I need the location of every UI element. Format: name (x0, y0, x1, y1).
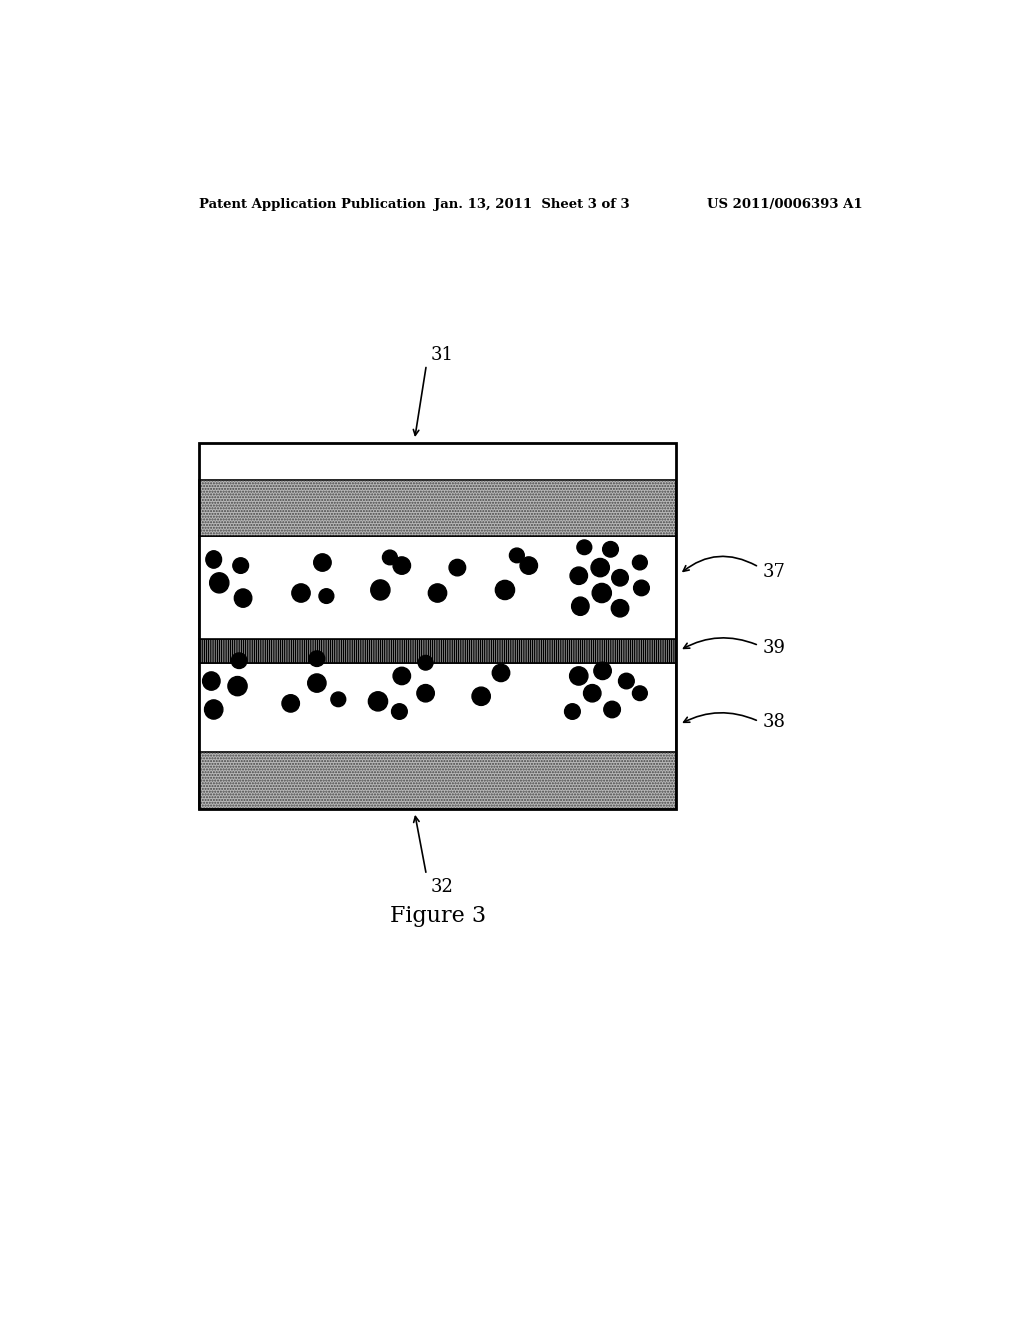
Bar (200, 444, 676, 809)
Text: 39: 39 (763, 639, 785, 656)
Ellipse shape (282, 694, 299, 711)
Text: 38: 38 (763, 713, 785, 731)
Ellipse shape (383, 550, 397, 565)
Ellipse shape (313, 554, 331, 572)
Text: 31: 31 (430, 346, 454, 364)
Text: Patent Application Publication: Patent Application Publication (200, 198, 426, 211)
Ellipse shape (206, 550, 221, 568)
Ellipse shape (611, 599, 629, 616)
Ellipse shape (493, 664, 510, 681)
Ellipse shape (594, 663, 611, 680)
Ellipse shape (633, 686, 647, 701)
Ellipse shape (591, 558, 609, 577)
Text: US 2011/0006393 A1: US 2011/0006393 A1 (708, 198, 863, 211)
Ellipse shape (510, 548, 524, 562)
Ellipse shape (331, 692, 346, 706)
Ellipse shape (604, 701, 621, 718)
Ellipse shape (371, 579, 390, 601)
Ellipse shape (611, 569, 629, 586)
Bar (200, 536, 676, 639)
Bar (200, 639, 676, 663)
Ellipse shape (450, 560, 466, 576)
Bar (200, 752, 676, 809)
Ellipse shape (633, 556, 647, 570)
Ellipse shape (472, 688, 490, 705)
Text: 32: 32 (430, 878, 454, 896)
Ellipse shape (231, 653, 247, 668)
Ellipse shape (205, 700, 223, 719)
Ellipse shape (577, 540, 592, 554)
Ellipse shape (234, 589, 252, 607)
Ellipse shape (634, 581, 649, 595)
Ellipse shape (309, 651, 325, 667)
Bar (200, 663, 676, 752)
Ellipse shape (569, 667, 588, 685)
Ellipse shape (203, 672, 220, 690)
Ellipse shape (564, 704, 581, 719)
Ellipse shape (520, 557, 538, 574)
Ellipse shape (496, 581, 515, 599)
Ellipse shape (603, 541, 618, 557)
Bar (200, 752, 676, 809)
Ellipse shape (571, 597, 589, 615)
Ellipse shape (618, 673, 634, 689)
Text: 37: 37 (763, 564, 785, 581)
Ellipse shape (428, 583, 446, 602)
Ellipse shape (592, 583, 611, 603)
Ellipse shape (292, 583, 310, 602)
Bar (200, 479, 676, 536)
Text: Jan. 13, 2011  Sheet 3 of 3: Jan. 13, 2011 Sheet 3 of 3 (433, 198, 629, 211)
Ellipse shape (584, 685, 601, 702)
Ellipse shape (319, 589, 334, 603)
Ellipse shape (232, 558, 249, 573)
Ellipse shape (393, 668, 411, 685)
Bar (200, 479, 676, 536)
Text: Figure 3: Figure 3 (390, 904, 486, 927)
Ellipse shape (417, 685, 434, 702)
Ellipse shape (228, 677, 247, 696)
Ellipse shape (570, 568, 588, 585)
Ellipse shape (393, 557, 411, 574)
Ellipse shape (307, 675, 326, 692)
Ellipse shape (210, 573, 229, 593)
Ellipse shape (418, 656, 433, 671)
Ellipse shape (391, 704, 408, 719)
Ellipse shape (369, 692, 388, 711)
